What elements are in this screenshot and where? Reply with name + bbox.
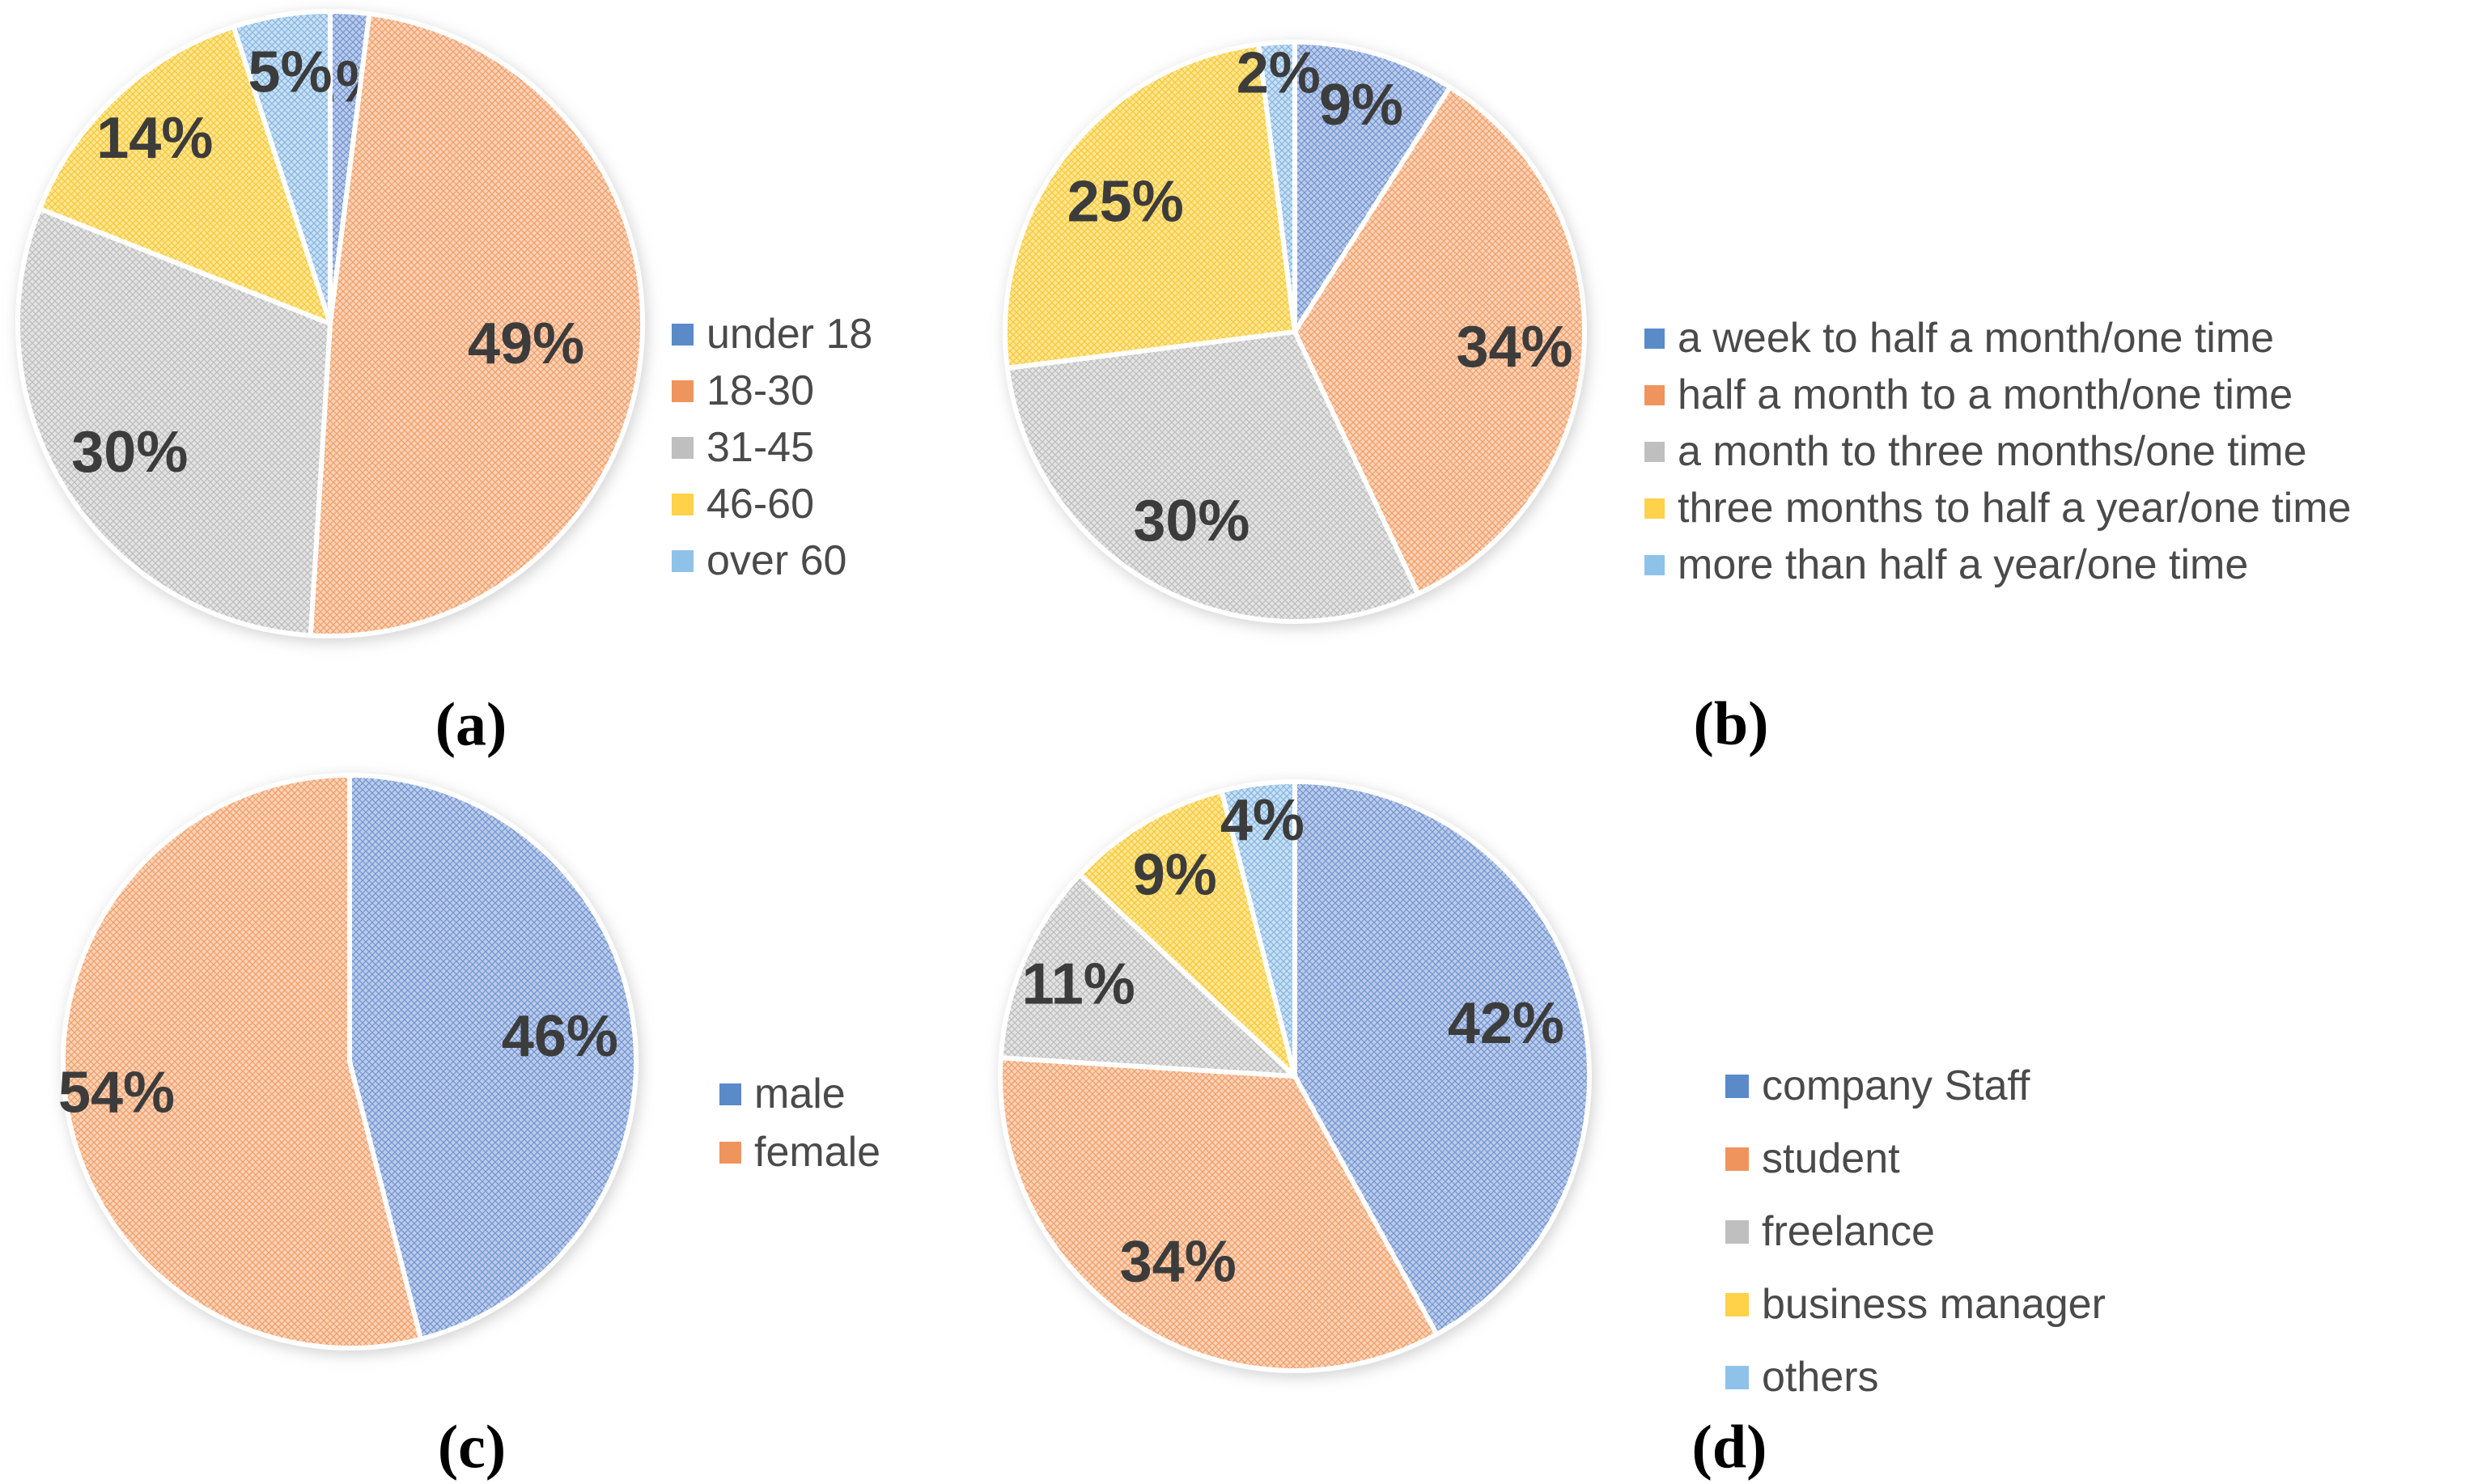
pie-value-label: 5% — [248, 40, 332, 104]
pie-slice-male — [347, 773, 639, 1342]
legend-swatch-icon — [719, 1083, 741, 1105]
pie-slice-over-60 — [231, 9, 333, 326]
caption-a: (a) — [435, 690, 507, 759]
legend-swatch-icon — [672, 379, 694, 402]
legend-label: 18-30 — [706, 367, 814, 414]
pie-value-label: 9% — [1133, 842, 1217, 907]
legend-item: business manager — [1725, 1268, 2106, 1341]
pie-value-label: 4% — [1220, 788, 1305, 853]
legend-swatch-icon — [1644, 554, 1665, 575]
legend-swatch-icon — [1644, 384, 1665, 405]
legend-label: student — [1762, 1135, 1900, 1182]
pie-slice-31-45 — [15, 206, 333, 638]
legend-swatch-icon — [1725, 1074, 1749, 1098]
pie-slice-company-staff — [1292, 779, 1592, 1337]
legend-item: three months to half a year/one time — [1644, 480, 2351, 536]
legend-item: half a month to a month/one time — [1644, 367, 2351, 423]
legend-swatch-icon — [1725, 1365, 1749, 1389]
legend-label: male — [754, 1071, 846, 1117]
legend-item: student — [1725, 1122, 2106, 1195]
legend-swatch-icon — [719, 1141, 741, 1164]
pie-slice-half-a-month-to-a-month-one-time — [1292, 84, 1588, 596]
legend-swatch-icon — [1725, 1219, 1749, 1244]
legend-label: company Staff — [1762, 1062, 2030, 1109]
pie-slice-business-manager — [1077, 788, 1297, 1079]
pie-value-label: 34% — [1456, 315, 1572, 379]
legend-a: under 18 18-30 31-45 46-60 over 60 — [672, 306, 872, 589]
pie-value-label: 34% — [1120, 1229, 1237, 1294]
legend-swatch-icon — [1644, 441, 1665, 462]
pie-value-label: 30% — [71, 420, 188, 485]
pie-value-label: 46% — [502, 1004, 618, 1069]
legend-c: male female — [719, 1065, 880, 1181]
legend-label: 31-45 — [706, 424, 814, 471]
pie-slice-female — [61, 773, 424, 1350]
legend-item: 31-45 — [672, 419, 872, 476]
legend-label: freelance — [1762, 1208, 1935, 1255]
legend-item: a week to half a month/one time — [1644, 310, 2351, 367]
legend-item: freelance — [1725, 1195, 2106, 1268]
legend-item: a month to three months/one time — [1644, 423, 2351, 480]
legend-label: three months to half a year/one time — [1678, 485, 2352, 532]
legend-item: female — [719, 1123, 880, 1181]
legend-item: company Staff — [1725, 1049, 2106, 1122]
pie-value-label: 25% — [1067, 170, 1184, 235]
legend-item: 46-60 — [672, 476, 872, 532]
pie-chart-c: 46% 54% — [58, 773, 639, 1350]
pie-value-label: 54% — [58, 1060, 175, 1125]
legend-label: others — [1762, 1354, 1879, 1401]
pie-slice-freelance — [998, 871, 1297, 1079]
legend-label: more than half a year/one time — [1678, 541, 2249, 588]
pie-chart-d: 42% 34% 11% 9%4% — [998, 779, 1592, 1373]
pie-slice-three-months-to-half-a-year-one-time — [1003, 41, 1297, 371]
pie-chart-b: 9% 34% 30% 25% 2% — [1003, 39, 1588, 625]
legend-item: male — [719, 1065, 880, 1123]
pie-slice-others — [1219, 779, 1297, 1079]
legend-label: business manager — [1762, 1281, 2106, 1328]
pie-value-label: 30% — [1133, 489, 1249, 553]
legend-swatch-icon — [672, 549, 694, 572]
legend-item: others — [1725, 1341, 2106, 1414]
legend-swatch-icon — [1644, 498, 1665, 519]
legend-label: 46-60 — [706, 481, 814, 528]
legend-label: half a month to a month/one time — [1678, 371, 2293, 418]
legend-swatch-icon — [1644, 328, 1665, 349]
legend-swatch-icon — [672, 436, 694, 459]
legend-label: a week to half a month/one time — [1678, 315, 2275, 362]
pie-slice-student — [998, 1055, 1440, 1373]
pie-value-label: 49% — [468, 312, 584, 376]
pie-value-label: 11% — [1022, 952, 1135, 1016]
legend-item: 18-30 — [672, 363, 872, 419]
legend-label: under 18 — [706, 311, 873, 358]
legend-d: company Staff student freelance business ma… — [1725, 1049, 2106, 1414]
pie-slice-a-week-to-half-a-month-one-time — [1292, 40, 1453, 334]
pie-value-label: 14% — [96, 106, 213, 171]
pie-value-label: 9% — [1319, 73, 1403, 138]
legend-swatch-icon — [1725, 1147, 1749, 1171]
legend-swatch-icon — [1725, 1292, 1749, 1317]
legend-item: more than half a year/one time — [1644, 536, 2351, 593]
legend-label: over 60 — [706, 537, 847, 584]
legend-item: under 18 — [672, 306, 872, 363]
pie-slice-18-30 — [308, 11, 646, 638]
legend-label: female — [754, 1129, 881, 1176]
pie-slice-a-month-to-three-months-one-time — [1004, 329, 1421, 625]
legend-swatch-icon — [672, 493, 694, 515]
pie-slice-more-than-half-a-year-one-time — [1256, 39, 1297, 334]
caption-d: (d) — [1691, 1413, 1767, 1482]
legend-b: a week to half a month/one time half a mo… — [1644, 310, 2351, 593]
pie-value-label: 42% — [1448, 991, 1564, 1056]
legend-swatch-icon — [672, 323, 694, 346]
legend-item: over 60 — [672, 532, 872, 589]
legend-label: a month to three months/one time — [1678, 428, 2307, 475]
pie-value-label: 2% — [1237, 40, 1321, 105]
caption-b: (b) — [1693, 689, 1769, 758]
pie-chart-a: 2%49%30%14%5% — [15, 8, 646, 638]
caption-c: (c) — [437, 1413, 507, 1482]
